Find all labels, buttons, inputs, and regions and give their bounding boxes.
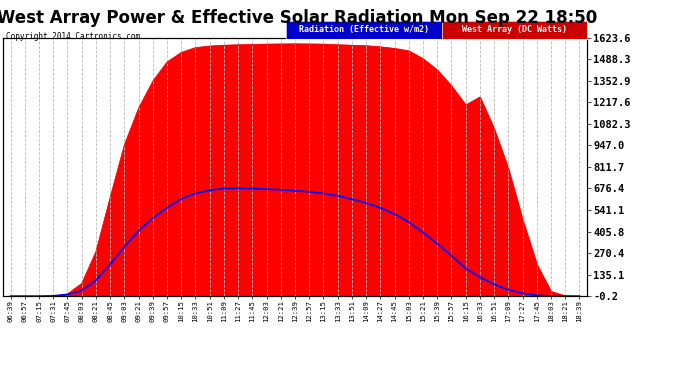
Text: Radiation (Effective w/m2): Radiation (Effective w/m2) [299,25,429,34]
Text: West Array Power & Effective Solar Radiation Mon Sep 22 18:50: West Array Power & Effective Solar Radia… [0,9,597,27]
Text: West Array (DC Watts): West Array (DC Watts) [462,25,566,34]
Text: Copyright 2014 Cartronics.com: Copyright 2014 Cartronics.com [6,32,139,41]
